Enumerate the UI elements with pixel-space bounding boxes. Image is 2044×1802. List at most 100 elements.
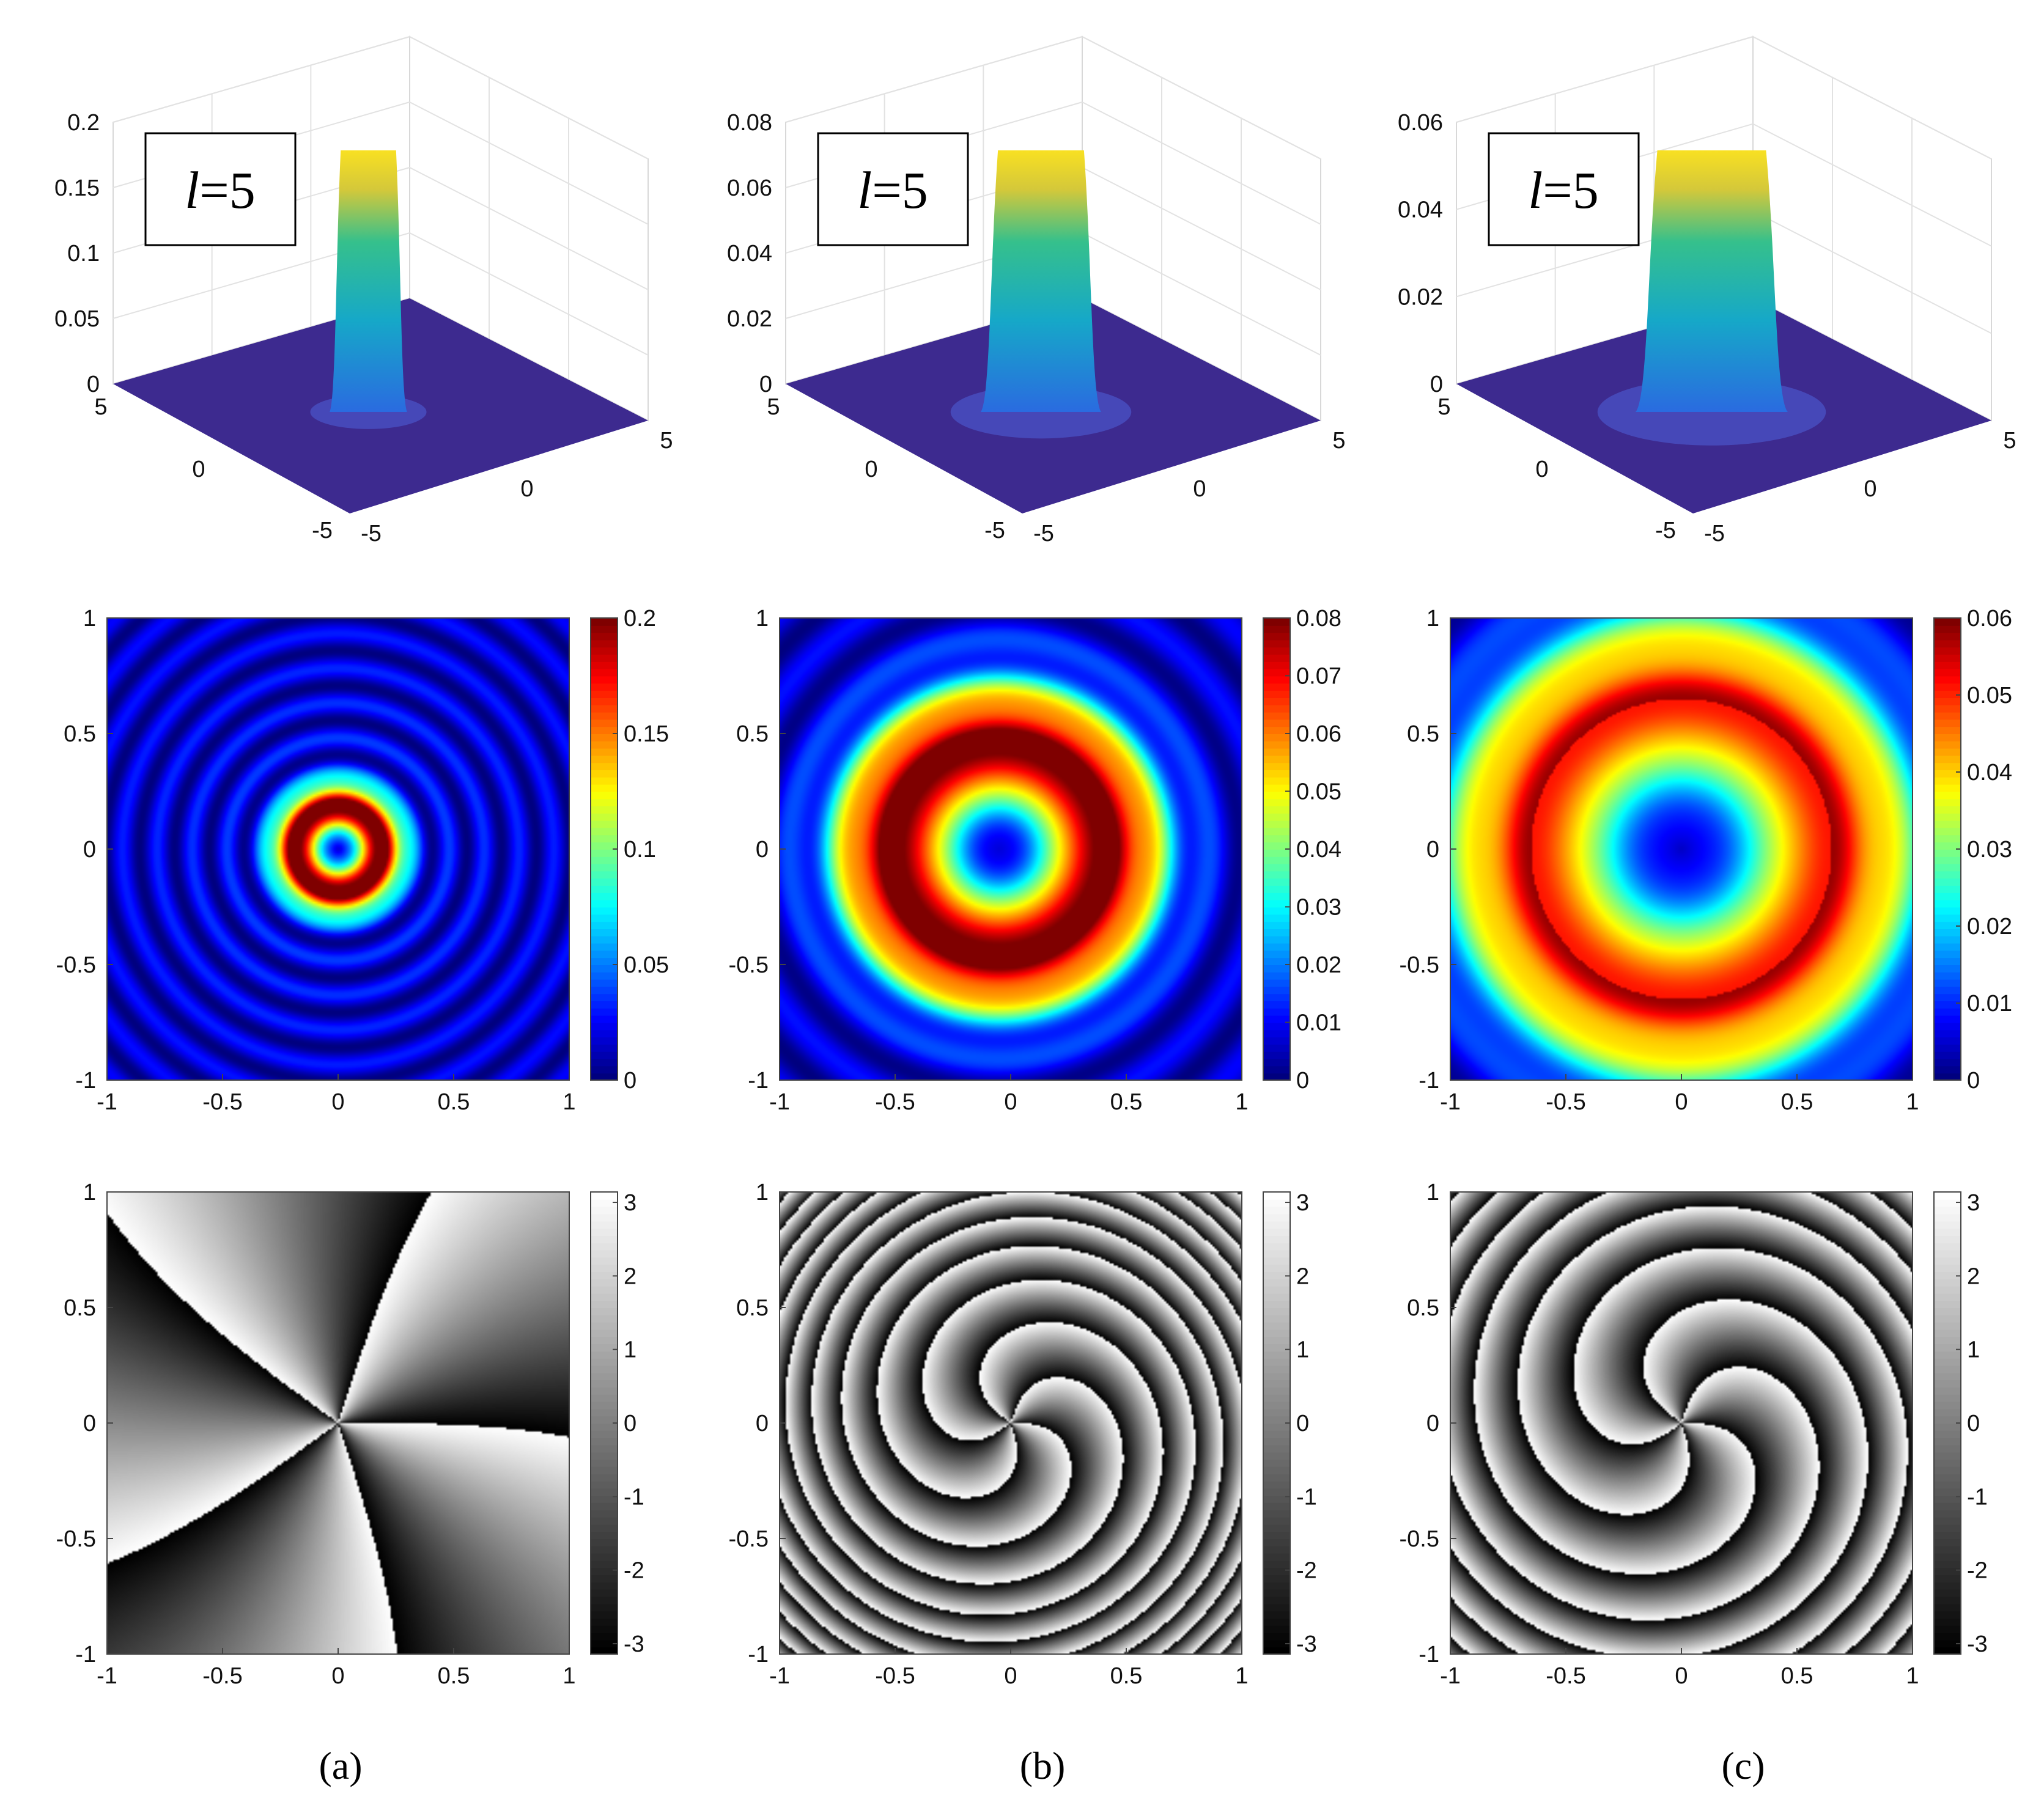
colorbar-segment [591, 668, 618, 677]
colorbar-segment [1263, 784, 1290, 792]
colorbar-segment [1263, 1430, 1290, 1438]
colorbar-segment [1934, 870, 1961, 879]
colorbar-segment [1263, 1517, 1290, 1525]
colorbar-segment [1263, 1509, 1290, 1518]
colorbar-segment [591, 755, 618, 763]
colorbar-segment [1934, 899, 1961, 908]
colorbar-segment [591, 647, 618, 655]
x-tick-label: -5 [1704, 521, 1725, 546]
colorbar-segment [591, 618, 618, 626]
colorbar-segment [591, 993, 618, 1002]
colorbar-segment [591, 935, 618, 944]
colorbar-segment [1934, 1502, 1961, 1510]
colorbar-label: 0.07 [1296, 664, 1341, 690]
colorbar-segment [1263, 993, 1290, 1002]
colorbar-segment [1263, 1015, 1290, 1023]
x-tick-label: 0 [1193, 476, 1206, 502]
colorbar-segment [1263, 1257, 1290, 1265]
colorbar-segment [591, 870, 618, 879]
colorbar-segment [591, 1221, 618, 1229]
colorbar-segment [1263, 1285, 1290, 1294]
colorbar-segment [1263, 1350, 1290, 1359]
colorbar-segment [1263, 1575, 1290, 1583]
colorbar-segment [1263, 986, 1290, 995]
colorbar-segment [591, 1278, 618, 1287]
y-tick-label: -0.5 [729, 1526, 769, 1552]
colorbar-segment [1934, 625, 1961, 633]
colorbar-segment [1934, 784, 1961, 792]
colorbar-segment [1263, 1213, 1290, 1222]
colorbar-segment [1934, 1423, 1961, 1431]
colorbar-segment [1263, 755, 1290, 763]
colorbar-segment [1934, 1350, 1961, 1359]
colorbar-segment [591, 986, 618, 995]
colorbar-segment [591, 1452, 618, 1460]
colorbar-segment [1263, 971, 1290, 980]
colorbar-segment [591, 1001, 618, 1009]
colorbar-segment [1263, 618, 1290, 626]
colorbar-segment [1934, 943, 1961, 951]
colorbar-segment [1934, 1531, 1961, 1539]
colorbar-label: -2 [1967, 1558, 1988, 1584]
colorbar-segment [1934, 1314, 1961, 1323]
x-tick-label: -1 [769, 1663, 790, 1689]
colorbar-label: 0 [624, 1068, 636, 1094]
colorbar-segment [591, 1293, 618, 1301]
colorbar-segment [591, 675, 618, 684]
colorbar-label: -3 [624, 1631, 644, 1657]
colorbar-segment [1263, 1314, 1290, 1323]
colorbar-segment [591, 1560, 618, 1568]
colorbar-segment [591, 892, 618, 900]
colorbar-segment [591, 907, 618, 915]
colorbar-segment [1263, 957, 1290, 965]
colorbar-segment [1263, 907, 1290, 915]
y-tick-label: 1 [1426, 606, 1439, 631]
colorbar-segment [591, 1029, 618, 1038]
y-tick-label: 0 [756, 837, 769, 862]
colorbar-segment [591, 625, 618, 633]
colorbar-segment [591, 1372, 618, 1381]
colorbar-segment [1934, 1329, 1961, 1337]
colorbar-segment [1934, 1293, 1961, 1301]
colorbar-segment [591, 1459, 618, 1467]
colorbar-segment [1934, 1199, 1961, 1207]
colorbar-segment [1934, 1365, 1961, 1374]
colorbar-segment [1934, 1358, 1961, 1366]
colorbar-segment [591, 1553, 618, 1561]
colorbar-segment [1934, 1611, 1961, 1619]
z-gridline [409, 36, 649, 160]
y-tick-label: 0.5 [64, 721, 96, 747]
y-tick-label: 0.5 [736, 1295, 769, 1321]
x-tick-label: -0.5 [875, 1089, 915, 1115]
colorbar-segment [1934, 1285, 1961, 1294]
colorbar-label: 0.2 [624, 606, 656, 631]
colorbar-segment [1934, 921, 1961, 929]
colorbar-segment [591, 1264, 618, 1272]
colorbar-segment [1934, 675, 1961, 684]
colorbar-segment [591, 1473, 618, 1482]
colorbar-segment [591, 943, 618, 951]
colorbar-segment [591, 1401, 618, 1410]
colorbar-segment [1934, 1473, 1961, 1482]
colorbar-label: 0 [1967, 1411, 1980, 1436]
y-tick-label: -0.5 [1400, 1526, 1439, 1552]
colorbar-segment [591, 1495, 618, 1503]
colorbar-segment [1263, 770, 1290, 778]
colorbar-segment [1934, 618, 1961, 626]
colorbar-segment [1263, 1001, 1290, 1009]
intensity-map-c: -1 -0.5 0 0.5 1 -1 -0.5 0 0.5 1 0 0.01 0.02 0.03 0.04 0… [1400, 606, 2012, 1115]
colorbar-segment [1263, 1589, 1290, 1597]
colorbar-segment [1263, 734, 1290, 741]
colorbar-segment [591, 1300, 618, 1308]
colorbar-segment [1934, 712, 1961, 720]
y-tick-label: -1 [1419, 1068, 1439, 1094]
y-tick-label: -5 [1655, 518, 1676, 543]
y-tick-label: 1 [756, 606, 769, 631]
colorbar-label: 0 [1967, 1068, 1980, 1094]
intensity-image [107, 618, 569, 1080]
colorbar-segment [1934, 950, 1961, 958]
colorbar-segment [1934, 798, 1961, 807]
colorbar-segment [1934, 654, 1961, 662]
y-tick-label: -0.5 [1400, 952, 1439, 978]
